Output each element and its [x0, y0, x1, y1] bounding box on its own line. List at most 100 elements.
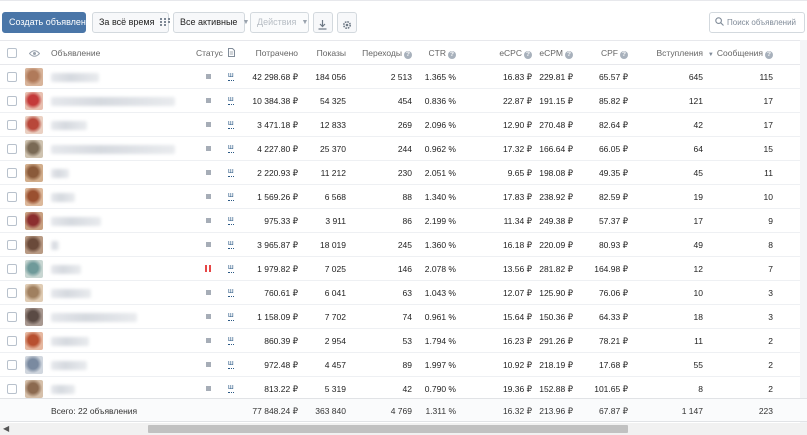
stats-link[interactable]: ш — [228, 312, 234, 321]
ad-thumbnail[interactable] — [25, 332, 43, 350]
row-checkbox[interactable] — [7, 312, 17, 322]
ad-thumbnail[interactable] — [25, 356, 43, 374]
ad-title-redacted[interactable] — [51, 97, 175, 106]
select-all-checkbox[interactable] — [7, 48, 17, 58]
stats-link[interactable]: ш — [228, 144, 234, 153]
search-input[interactable] — [727, 15, 803, 30]
table-row[interactable]: ш 760.61 ₽ 6 041 63 1.043 % 12.07 ₽ 125.90 ₽ 76… — [0, 281, 807, 305]
row-checkbox[interactable] — [7, 264, 17, 274]
active-status-icon[interactable] — [206, 386, 211, 391]
help-icon[interactable]: ? — [620, 51, 628, 59]
help-icon[interactable]: ? — [524, 51, 532, 59]
ad-thumbnail[interactable] — [25, 164, 43, 182]
ad-title-redacted[interactable] — [51, 217, 101, 226]
row-checkbox[interactable] — [7, 384, 17, 394]
col-status[interactable]: Статус — [196, 48, 223, 58]
ad-thumbnail[interactable] — [25, 116, 43, 134]
stats-link[interactable]: ш — [228, 216, 234, 225]
period-select[interactable]: За всё время — [92, 12, 170, 33]
search-box[interactable] — [709, 12, 805, 33]
document-icon[interactable] — [228, 48, 235, 57]
row-checkbox[interactable] — [7, 168, 17, 178]
active-status-icon[interactable] — [206, 242, 211, 247]
col-ecpm[interactable]: eCPM? — [539, 48, 573, 59]
active-status-icon[interactable] — [206, 146, 211, 151]
ad-thumbnail[interactable] — [25, 140, 43, 158]
table-row[interactable]: ш 975.33 ₽ 3 911 86 2.199 % 11.34 ₽ 249.38 ₽ 57… — [0, 209, 807, 233]
col-clicks[interactable]: Переходы? — [362, 48, 412, 59]
active-status-icon[interactable] — [206, 74, 211, 79]
table-row[interactable]: ш 1 979.82 ₽ 7 025 146 2.078 % 13.56 ₽ 281.82 … — [0, 257, 807, 281]
col-ad[interactable]: Объявление — [51, 48, 101, 58]
help-icon[interactable]: ? — [565, 51, 573, 59]
ads-filter-select[interactable]: Все активные ▼ — [173, 12, 249, 33]
stats-link[interactable]: ш — [228, 384, 234, 393]
active-status-icon[interactable] — [206, 338, 211, 343]
row-checkbox[interactable] — [7, 192, 17, 202]
help-icon[interactable]: ? — [448, 51, 456, 59]
active-status-icon[interactable] — [206, 218, 211, 223]
ad-title-redacted[interactable] — [51, 169, 69, 178]
stats-link[interactable]: ш — [228, 72, 234, 81]
table-row[interactable]: ш 860.39 ₽ 2 954 53 1.794 % 16.23 ₽ 291.26 ₽ 78… — [0, 329, 807, 353]
active-status-icon[interactable] — [206, 170, 211, 175]
help-icon[interactable]: ? — [765, 51, 773, 59]
ad-thumbnail[interactable] — [25, 284, 43, 302]
ad-title-redacted[interactable] — [51, 145, 175, 154]
actions-select[interactable]: Действия ▼ — [250, 12, 309, 33]
row-checkbox[interactable] — [7, 336, 17, 346]
col-ecpc[interactable]: eCPC? — [499, 48, 532, 59]
row-checkbox[interactable] — [7, 144, 17, 154]
table-row[interactable]: ш 3 965.87 ₽ 18 019 245 1.360 % 16.18 ₽ 220.09… — [0, 233, 807, 257]
ad-title-redacted[interactable] — [51, 241, 59, 250]
col-ctr[interactable]: CTR? — [429, 48, 456, 59]
ad-title-redacted[interactable] — [51, 337, 89, 346]
stats-link[interactable]: ш — [228, 360, 234, 369]
vertical-scroll-track[interactable] — [800, 40, 807, 423]
col-joins[interactable]: Вступления — [656, 48, 704, 58]
ad-thumbnail[interactable] — [25, 188, 43, 206]
table-row[interactable]: ш 1 158.09 ₽ 7 702 74 0.961 % 15.64 ₽ 150.36 ₽… — [0, 305, 807, 329]
table-row[interactable]: ш 1 569.26 ₽ 6 568 88 1.340 % 17.83 ₽ 238.92 ₽… — [0, 185, 807, 209]
active-status-icon[interactable] — [206, 314, 211, 319]
ad-title-redacted[interactable] — [51, 313, 137, 322]
scrollbar-thumb[interactable] — [148, 425, 628, 433]
stats-link[interactable]: ш — [228, 96, 234, 105]
active-status-icon[interactable] — [206, 194, 211, 199]
horizontal-scrollbar[interactable]: ◀ — [0, 423, 807, 435]
create-ad-button[interactable]: Создать объявление — [2, 12, 96, 33]
stats-link[interactable]: ш — [228, 288, 234, 297]
scroll-left-icon[interactable]: ◀ — [3, 424, 10, 433]
col-cpf[interactable]: CPF? — [601, 48, 628, 59]
ad-thumbnail[interactable] — [25, 236, 43, 254]
table-row[interactable]: ш 4 227.80 ₽ 25 370 244 0.962 % 17.32 ₽ 166.64… — [0, 137, 807, 161]
row-checkbox[interactable] — [7, 288, 17, 298]
active-status-icon[interactable] — [206, 290, 211, 295]
stats-link[interactable]: ш — [228, 120, 234, 129]
ad-thumbnail[interactable] — [25, 260, 43, 278]
ad-thumbnail[interactable] — [25, 380, 43, 398]
ad-thumbnail[interactable] — [25, 92, 43, 110]
ad-title-redacted[interactable] — [51, 265, 81, 274]
active-status-icon[interactable] — [206, 122, 211, 127]
row-checkbox[interactable] — [7, 72, 17, 82]
download-button[interactable] — [313, 12, 333, 33]
table-row[interactable]: ш 10 384.38 ₽ 54 325 454 0.836 % 22.87 ₽ 191.1… — [0, 89, 807, 113]
row-checkbox[interactable] — [7, 360, 17, 370]
ad-title-redacted[interactable] — [51, 385, 75, 394]
stats-link[interactable]: ш — [228, 264, 234, 273]
help-icon[interactable]: ? — [404, 51, 412, 59]
ad-title-redacted[interactable] — [51, 361, 87, 370]
row-checkbox[interactable] — [7, 240, 17, 250]
col-messages[interactable]: ▼ Сообщения? — [708, 48, 773, 59]
ad-title-redacted[interactable] — [51, 193, 75, 202]
row-checkbox[interactable] — [7, 96, 17, 106]
table-row[interactable]: ш 42 298.68 ₽ 184 056 2 513 1.365 % 16.83 ₽ 22… — [0, 65, 807, 89]
row-checkbox[interactable] — [7, 120, 17, 130]
eye-icon[interactable] — [29, 50, 40, 57]
ad-thumbnail[interactable] — [25, 68, 43, 86]
table-row[interactable]: ш 2 220.93 ₽ 11 212 230 2.051 % 9.65 ₽ 198.08 … — [0, 161, 807, 185]
col-impressions[interactable]: Показы — [316, 48, 346, 58]
stats-link[interactable]: ш — [228, 168, 234, 177]
active-status-icon[interactable] — [206, 362, 211, 367]
